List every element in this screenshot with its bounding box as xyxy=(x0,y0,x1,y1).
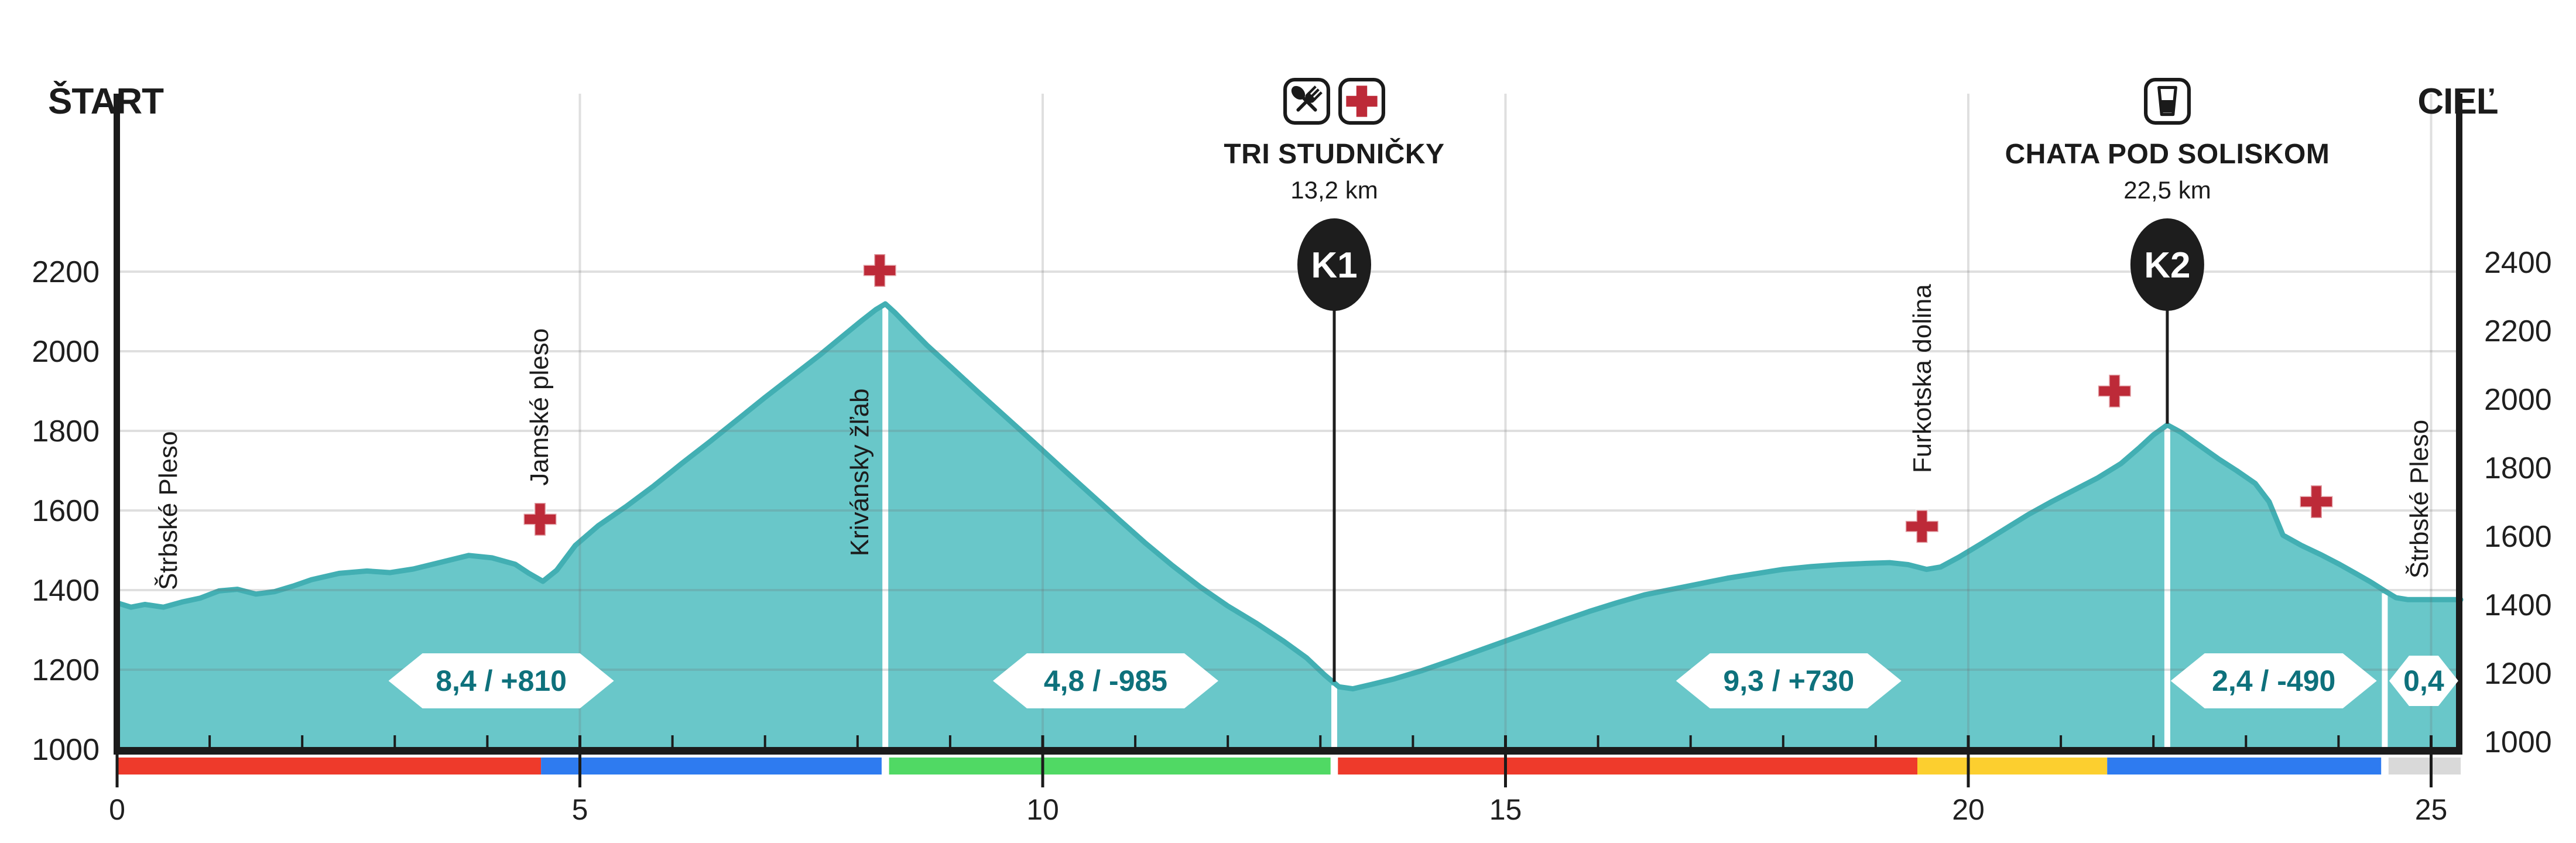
svg-text:Jamské pleso: Jamské pleso xyxy=(525,328,554,486)
svg-text:20: 20 xyxy=(1952,793,1985,826)
svg-text:1800: 1800 xyxy=(2484,451,2552,485)
medical-cross-markers xyxy=(523,253,2334,544)
svg-text:Štrbské Pleso: Štrbské Pleso xyxy=(2404,420,2434,578)
axis-frame xyxy=(114,94,2462,755)
segment-boundary-lines xyxy=(882,306,2388,748)
y-axis-right-labels: 1000 1200 1400 1600 1800 2000 2200 2400 xyxy=(2484,246,2552,759)
svg-text:2,4 / -490: 2,4 / -490 xyxy=(2212,664,2335,697)
svg-text:0,4: 0,4 xyxy=(2403,664,2444,697)
svg-text:1400: 1400 xyxy=(32,574,100,608)
svg-text:2200: 2200 xyxy=(32,255,100,289)
svg-text:8,4 / +810: 8,4 / +810 xyxy=(436,664,567,697)
elevation-line xyxy=(114,301,2464,692)
svg-text:1600: 1600 xyxy=(32,494,100,528)
svg-text:10: 10 xyxy=(1026,793,1059,826)
segment-labels: 8,4 / +810 4,8 / -985 9,3 / +730 2,4 / -… xyxy=(388,653,2458,708)
svg-text:Krivánsky žľab: Krivánsky žľab xyxy=(845,388,874,556)
svg-text:9,3 / +730: 9,3 / +730 xyxy=(1723,664,1854,697)
svg-text:K2: K2 xyxy=(2144,245,2190,286)
svg-text:2000: 2000 xyxy=(32,335,100,369)
svg-text:1000: 1000 xyxy=(2484,725,2552,759)
svg-text:1400: 1400 xyxy=(2484,588,2552,622)
gridlines xyxy=(120,94,2456,747)
svg-text:1800: 1800 xyxy=(32,414,100,448)
svg-text:2400: 2400 xyxy=(2484,246,2552,280)
svg-text:2000: 2000 xyxy=(2484,383,2552,417)
svg-text:0: 0 xyxy=(109,793,125,826)
x-axis-labels: 0 5 10 15 20 25 xyxy=(109,793,2447,826)
svg-text:5: 5 xyxy=(572,793,588,826)
y-axis-left-labels: 1000 1200 1400 1600 1800 2000 2200 xyxy=(32,255,100,767)
svg-text:15: 15 xyxy=(1489,793,1522,826)
svg-text:2200: 2200 xyxy=(2484,314,2552,348)
svg-text:Štrbské Pleso: Štrbské Pleso xyxy=(153,431,183,590)
checkpoint-badges: K1 K2 xyxy=(1297,218,2204,682)
svg-text:K1: K1 xyxy=(1311,245,1357,286)
location-labels: Štrbské Pleso Jamské pleso Krivánsky žľa… xyxy=(153,284,2434,590)
svg-text:1200: 1200 xyxy=(32,653,100,687)
svg-text:4,8 / -985: 4,8 / -985 xyxy=(1044,664,1167,697)
svg-text:1000: 1000 xyxy=(32,733,100,767)
svg-text:Furkotska dolina: Furkotska dolina xyxy=(1908,284,1937,473)
svg-text:25: 25 xyxy=(2415,793,2448,826)
axis-ticks xyxy=(115,735,2433,787)
svg-text:1600: 1600 xyxy=(2484,520,2552,554)
elevation-area xyxy=(117,304,2461,751)
surface-color-bar xyxy=(117,758,2461,775)
svg-text:1200: 1200 xyxy=(2484,657,2552,691)
